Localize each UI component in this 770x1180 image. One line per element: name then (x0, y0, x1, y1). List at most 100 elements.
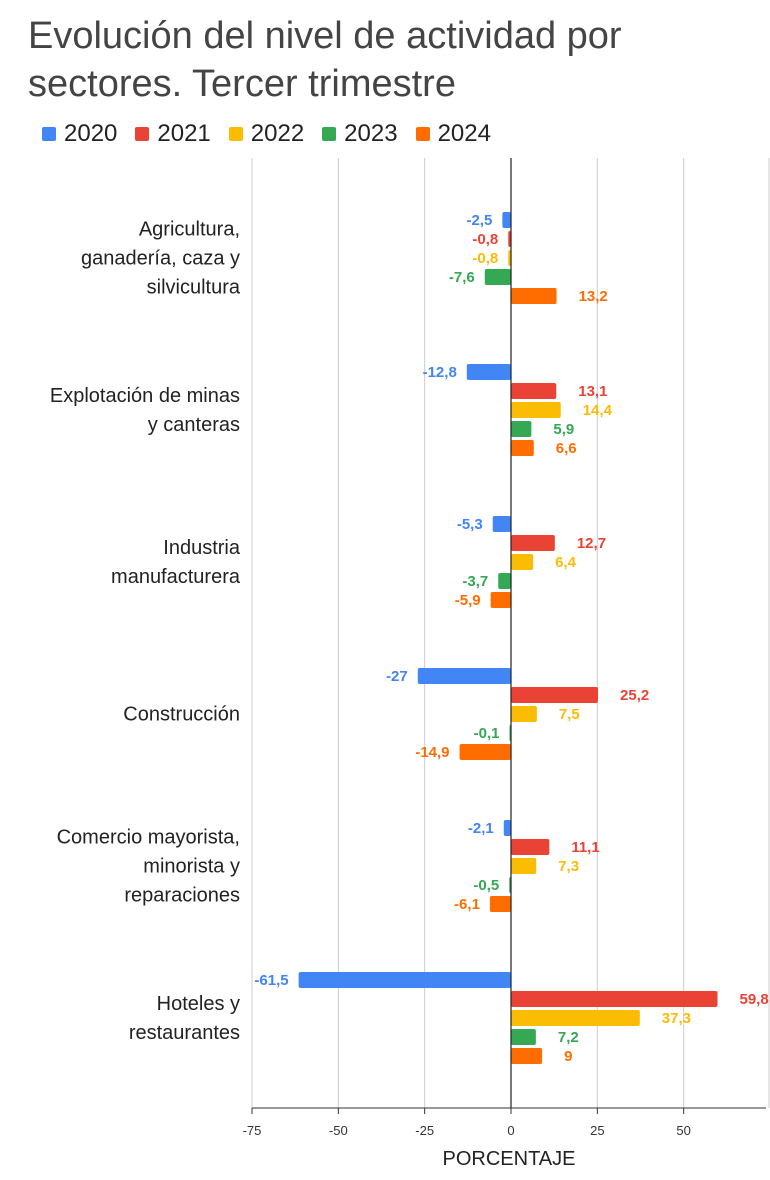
bar-2024 (511, 1048, 543, 1064)
data-label: 7,2 (558, 1029, 579, 1046)
bar-2023 (484, 269, 511, 285)
category-label-line: Agricultura, (139, 219, 240, 241)
legend-swatch (228, 127, 243, 141)
legend-label: 2022 (250, 120, 305, 147)
bar-2020 (503, 820, 511, 836)
data-label: 13,2 (579, 288, 608, 305)
data-label: -61,5 (254, 972, 288, 989)
category-label-line: silvicultura (147, 277, 241, 299)
bar-2023 (511, 421, 532, 437)
data-label: -27 (386, 668, 408, 685)
category-label: Explotación de minas y canteras (50, 385, 240, 436)
bar-2024 (459, 744, 511, 760)
x-tick-label: 25 (590, 1123, 604, 1138)
legend-swatch (135, 127, 150, 141)
legend-item-2024: 2024 (415, 120, 491, 148)
category-label: Construcción (123, 704, 240, 726)
bar-2022 (508, 250, 511, 266)
category-label: Industria manufacturera (111, 537, 241, 588)
legend-swatch (42, 127, 56, 141)
data-label: 5,9 (553, 421, 574, 438)
data-label: 11,1 (571, 839, 599, 856)
data-label: 6,4 (555, 554, 577, 571)
bar-2022 (511, 402, 561, 418)
bar-2020 (492, 516, 511, 532)
data-label: -6,1 (454, 896, 480, 913)
legend-swatch (415, 127, 430, 141)
bar-2021 (511, 991, 718, 1007)
data-label: -3,7 (462, 573, 488, 590)
data-label: -0,8 (472, 231, 498, 248)
data-label: 59,8 (740, 991, 769, 1008)
bar-2023 (511, 1029, 536, 1045)
data-label: 13,1 (578, 383, 607, 400)
bar-2020 (417, 668, 511, 684)
bar-2022 (511, 858, 537, 874)
legend-label: 2020 (64, 120, 118, 147)
data-label: -2,1 (468, 820, 494, 837)
bar-2024 (489, 896, 511, 912)
x-tick-label: -75 (243, 1123, 262, 1138)
bar-2021 (511, 383, 557, 399)
legend-item-2020: 2020 (42, 120, 117, 148)
data-label: -5,9 (455, 592, 481, 609)
bar-2023 (498, 573, 511, 589)
data-label: 6,6 (556, 440, 577, 457)
category-label-line: Industria (163, 537, 241, 559)
bar-2021 (508, 231, 511, 247)
legend: 2020 2021 2022 2023 2024 (42, 120, 491, 148)
x-tick-label: 50 (676, 1123, 690, 1138)
data-label: 7,3 (558, 858, 579, 875)
category-label-line: y canteras (148, 414, 240, 436)
bar-2021 (511, 839, 550, 855)
data-label: 37,3 (662, 1010, 691, 1027)
category-label: Comercio mayorista, minorista y reparacion… (57, 827, 240, 907)
legend-swatch (322, 127, 337, 141)
data-label: 12,7 (577, 535, 606, 552)
data-label: -2,5 (467, 212, 493, 229)
data-label: 9 (564, 1048, 572, 1065)
data-label: -0,1 (474, 725, 500, 742)
category-label-line: minorista y (143, 856, 240, 878)
data-label: -5,3 (457, 516, 483, 533)
legend-item-2023: 2023 (322, 120, 398, 148)
bar-2024 (511, 440, 534, 456)
bar-2020 (466, 364, 511, 380)
x-tick-label: 0 (507, 1123, 514, 1138)
data-label: -7,6 (449, 269, 475, 286)
bar-2021 (511, 535, 555, 551)
x-axis-title: PORCENTAJE (442, 1148, 576, 1170)
category-label-line: Comercio mayorista, (57, 827, 240, 849)
data-label: 14,4 (583, 402, 613, 419)
data-label: -14,9 (415, 744, 449, 761)
bar-2022 (511, 1010, 640, 1026)
bar-2021 (511, 687, 599, 703)
data-label: 7,5 (559, 706, 580, 723)
category-label: Hoteles y restaurantes (129, 993, 240, 1044)
data-label: -0,8 (472, 250, 498, 267)
category-label-line: Explotación de minas (50, 385, 240, 407)
bar-2020 (298, 972, 511, 988)
category-label-line: reparaciones (124, 885, 240, 907)
bar-2022 (511, 554, 534, 570)
category-label-line: restaurantes (129, 1022, 240, 1044)
category-label-line: ganadería, caza y (81, 248, 240, 270)
legend-label: 2024 (437, 120, 491, 147)
category-label-line: manufacturera (111, 566, 241, 588)
bar-2024 (490, 592, 511, 608)
category-label: Agricultura, ganadería, caza y silvicultur… (81, 219, 241, 299)
category-label-line: Hoteles y (157, 993, 240, 1015)
legend-item-2021: 2021 (135, 120, 211, 148)
data-label: 25,2 (620, 687, 649, 704)
data-label: -0,5 (473, 877, 499, 894)
chart-title: Evolución del nivel de actividad por sec… (28, 15, 622, 105)
category-label-line: Construcción (123, 704, 240, 726)
data-label: -12,8 (423, 364, 457, 381)
bar-2022 (511, 706, 537, 722)
bar-2024 (511, 288, 557, 304)
legend-label: 2021 (157, 120, 211, 147)
x-tick-label: -25 (415, 1123, 434, 1138)
legend-item-2022: 2022 (228, 120, 305, 148)
bar-2020 (502, 212, 511, 228)
